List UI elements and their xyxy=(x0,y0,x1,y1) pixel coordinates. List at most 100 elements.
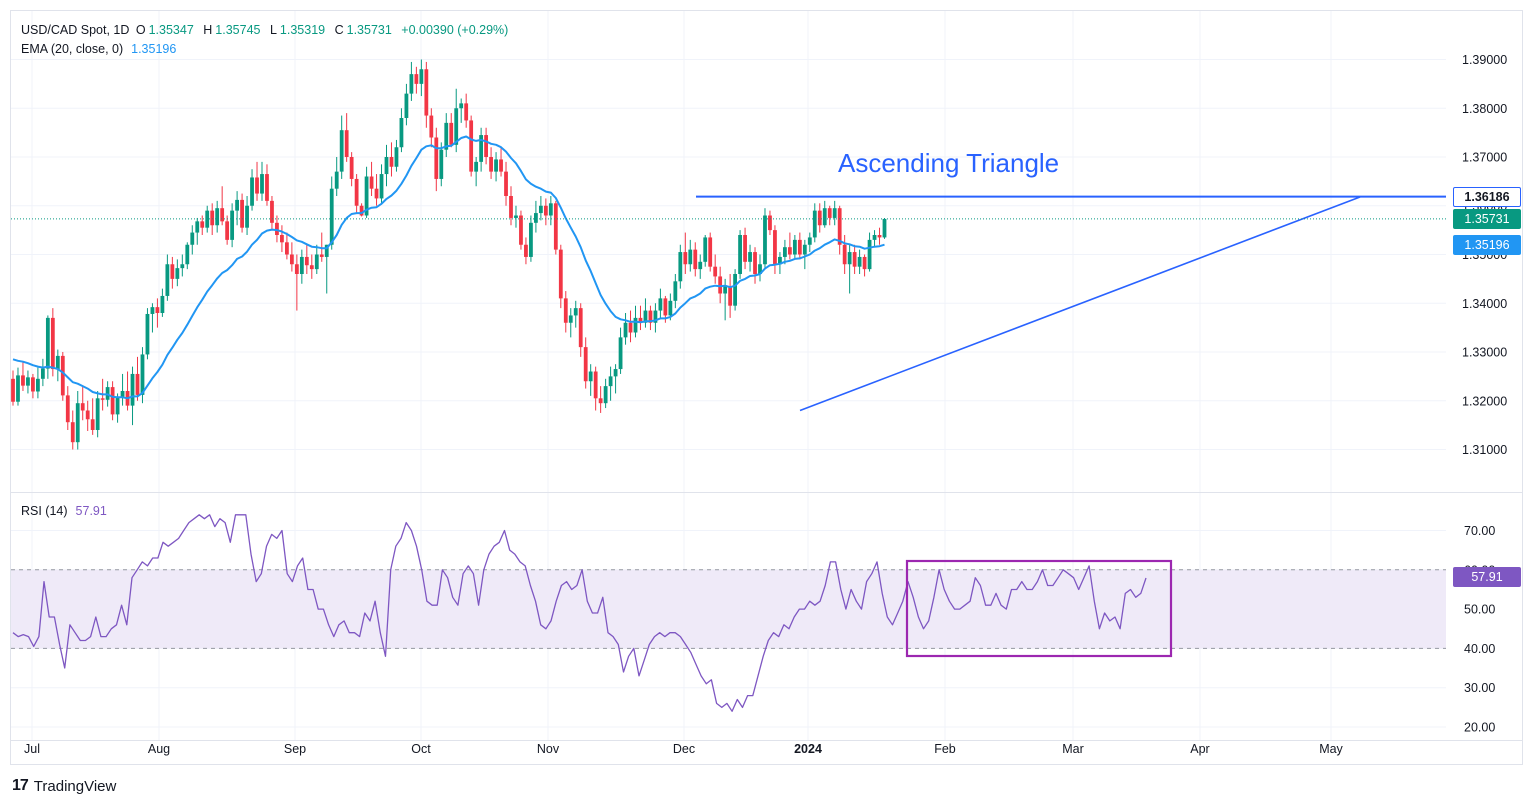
time-tick-label: 2024 xyxy=(794,742,822,756)
candle-body xyxy=(255,177,259,194)
candle-down xyxy=(558,244,563,309)
candle-body xyxy=(280,235,284,243)
candle-body xyxy=(65,395,70,423)
candle-body xyxy=(683,252,688,265)
candle-up xyxy=(792,235,797,260)
candle-body xyxy=(215,208,220,226)
rsi-tick-label: 50.00 xyxy=(1464,603,1495,617)
candle-up xyxy=(379,164,384,204)
rsi-legend: RSI (14) 57.91 xyxy=(21,503,110,520)
candle-body xyxy=(638,317,643,323)
candle-up xyxy=(160,288,165,317)
candle-up xyxy=(479,127,484,172)
brand-name: TradingView xyxy=(33,777,117,795)
candle-down xyxy=(31,373,35,399)
candle-down xyxy=(414,66,419,94)
candle-up xyxy=(45,315,50,379)
candle-up xyxy=(205,205,210,233)
candle-body xyxy=(553,203,558,250)
time-tick-label: May xyxy=(1319,742,1343,756)
candle-body xyxy=(240,199,244,228)
time-tick-label: Mar xyxy=(1062,742,1084,756)
rsi-band-fill xyxy=(11,569,1446,649)
candle-down xyxy=(862,254,867,277)
candle-down xyxy=(817,203,822,233)
candle-up xyxy=(115,393,120,423)
candle-body xyxy=(289,254,294,265)
candle-body xyxy=(140,354,145,395)
candle-down xyxy=(464,93,469,128)
candle-body xyxy=(588,371,593,382)
candle-up xyxy=(145,308,150,360)
candle-body xyxy=(185,244,190,265)
candle-up xyxy=(235,191,239,226)
low-value: 1.35319 xyxy=(279,23,326,37)
candle-body xyxy=(748,252,752,262)
candle-down xyxy=(753,247,757,284)
candle-up xyxy=(538,196,543,221)
candle-body xyxy=(464,103,469,121)
candle-body xyxy=(698,261,703,270)
candle-body xyxy=(205,210,210,228)
candle-down xyxy=(648,305,653,331)
candle-body xyxy=(643,310,648,323)
candle-up xyxy=(165,254,170,301)
candle-body xyxy=(364,176,369,216)
candle-body xyxy=(812,210,817,238)
ema-label[interactable]: EMA (20, close, 0) xyxy=(21,42,124,56)
candle-body xyxy=(673,281,678,301)
candle-body xyxy=(708,237,713,267)
candle-body xyxy=(85,410,90,420)
candle-down xyxy=(768,210,772,235)
candle-down xyxy=(598,386,603,413)
candle-body xyxy=(26,377,30,386)
candle-up xyxy=(324,244,329,294)
ema-20-line xyxy=(12,135,885,400)
candle-down xyxy=(519,210,523,250)
candle-down xyxy=(225,215,230,245)
candle-up xyxy=(548,196,553,226)
tradingview-brand[interactable]: 17 TradingView xyxy=(12,777,116,795)
candle-body xyxy=(294,264,299,274)
price-tick-label: 1.38000 xyxy=(1462,102,1507,116)
rsi-band xyxy=(11,569,1446,649)
candle-body xyxy=(593,371,598,399)
candle-body xyxy=(424,69,429,116)
candle-body xyxy=(75,403,80,443)
candle-body xyxy=(494,159,498,172)
candle-down xyxy=(638,305,643,331)
rsi-label[interactable]: RSI (14) xyxy=(21,504,68,518)
candle-body xyxy=(210,210,215,226)
candle-body xyxy=(190,232,195,245)
candle-body xyxy=(359,205,364,216)
candle-down xyxy=(220,186,225,226)
candle-body xyxy=(668,300,673,316)
candle-up xyxy=(55,349,60,382)
symbol-label[interactable]: USD/CAD Spot, 1D xyxy=(21,23,130,37)
candle-body xyxy=(474,161,479,172)
candle-body xyxy=(160,295,165,313)
candle-up xyxy=(678,244,683,289)
candle-up xyxy=(40,358,45,387)
candle-body xyxy=(299,256,304,274)
candle-body xyxy=(354,178,359,206)
candle-down xyxy=(135,356,140,401)
candle-body xyxy=(389,157,394,167)
candle-body xyxy=(578,308,583,348)
candle-body xyxy=(728,286,733,306)
candle-body xyxy=(334,171,339,189)
close-label: C xyxy=(334,23,344,37)
candle-body xyxy=(369,176,374,189)
candle-down xyxy=(389,142,394,177)
candle-down xyxy=(125,371,130,411)
candle-down xyxy=(563,291,568,333)
candle-up xyxy=(882,217,887,239)
candle-body xyxy=(414,74,419,84)
candle-body xyxy=(449,122,454,145)
candle-down xyxy=(289,242,294,272)
candle-body xyxy=(658,298,663,311)
candle-up xyxy=(514,205,518,228)
candle-up xyxy=(653,303,658,333)
